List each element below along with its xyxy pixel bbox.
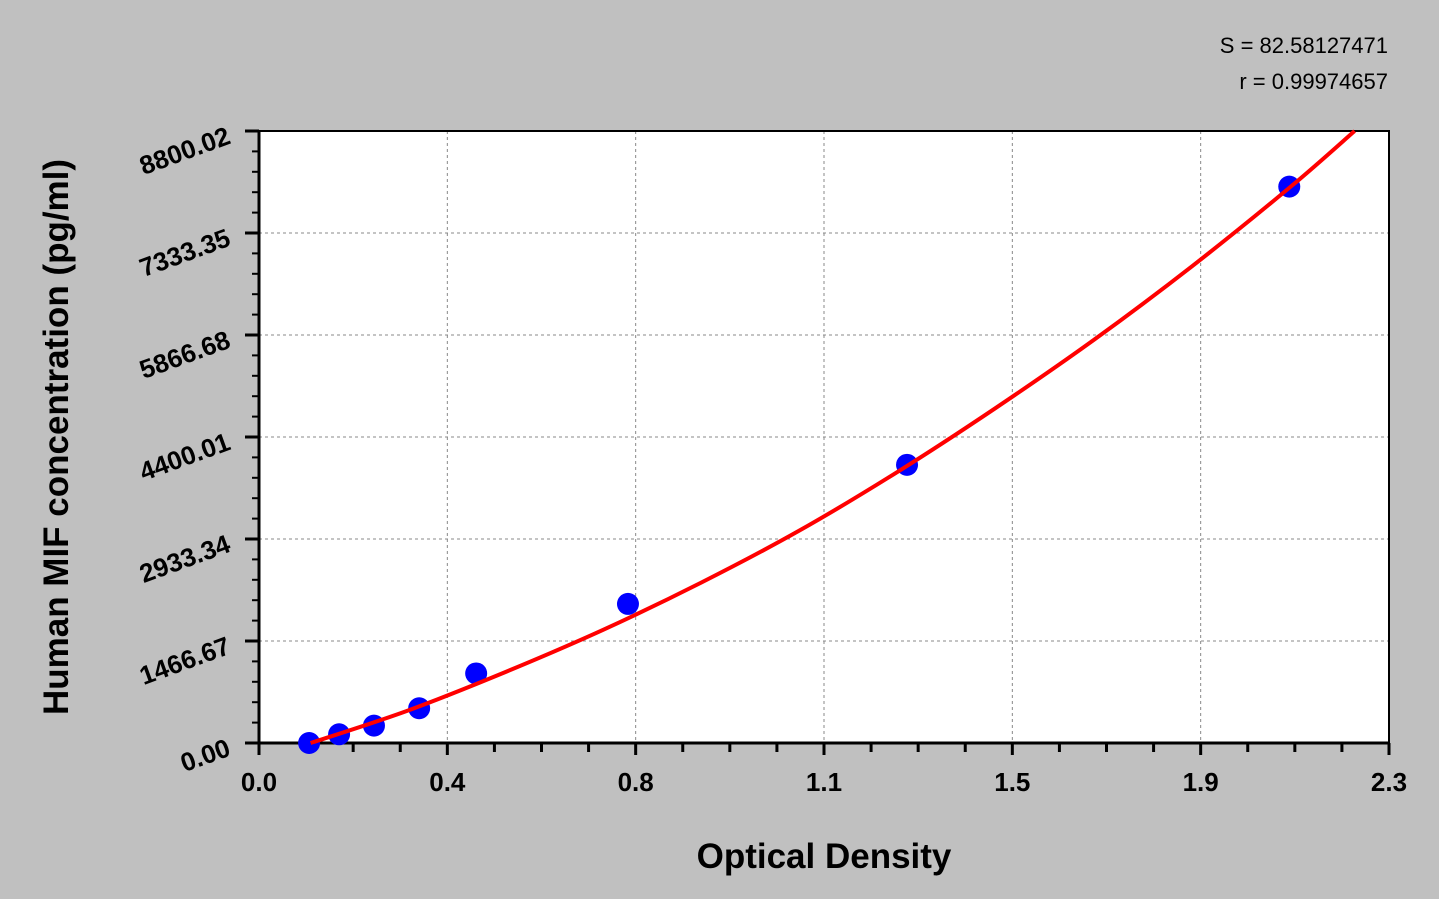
y-tick-label: 7333.35 [135,222,234,282]
y-axis-label: Human MIF concentration (pg/ml) [37,159,76,715]
x-tick-label: 1.9 [1183,767,1219,797]
r-statistic: r = 0.99974657 [1239,69,1388,94]
y-tick-label: 2933.34 [135,528,234,589]
fit-curve [309,129,1356,745]
x-axis-label: Optical Density [697,837,952,876]
y-tick-label: 0.00 [176,732,234,778]
y-tick-label: 1466.67 [135,630,234,690]
x-tick-labels: 0.0 0.4 0.8 1.1 1.5 1.9 2.3 [241,767,1407,797]
x-tick-label: 2.3 [1371,767,1407,797]
y-tick-label: 8800.02 [135,120,234,180]
y-tick-labels: 0.00 1466.67 2933.34 4400.01 5866.68 7333.35 8… [135,120,234,778]
x-tick-label: 1.1 [806,767,842,797]
data-point [465,662,488,685]
x-tick-label: 1.5 [994,767,1030,797]
grid [259,131,1389,743]
data-point [616,592,639,615]
y-tick-label: 5866.68 [135,324,234,384]
x-tick-label: 0.0 [241,767,277,797]
x-tick-label: 0.4 [429,767,466,797]
x-tick-label: 0.8 [618,767,654,797]
data-point [298,732,321,754]
s-statistic: S = 82.58127471 [1219,33,1388,58]
y-tick-label: 4400.01 [135,426,234,486]
